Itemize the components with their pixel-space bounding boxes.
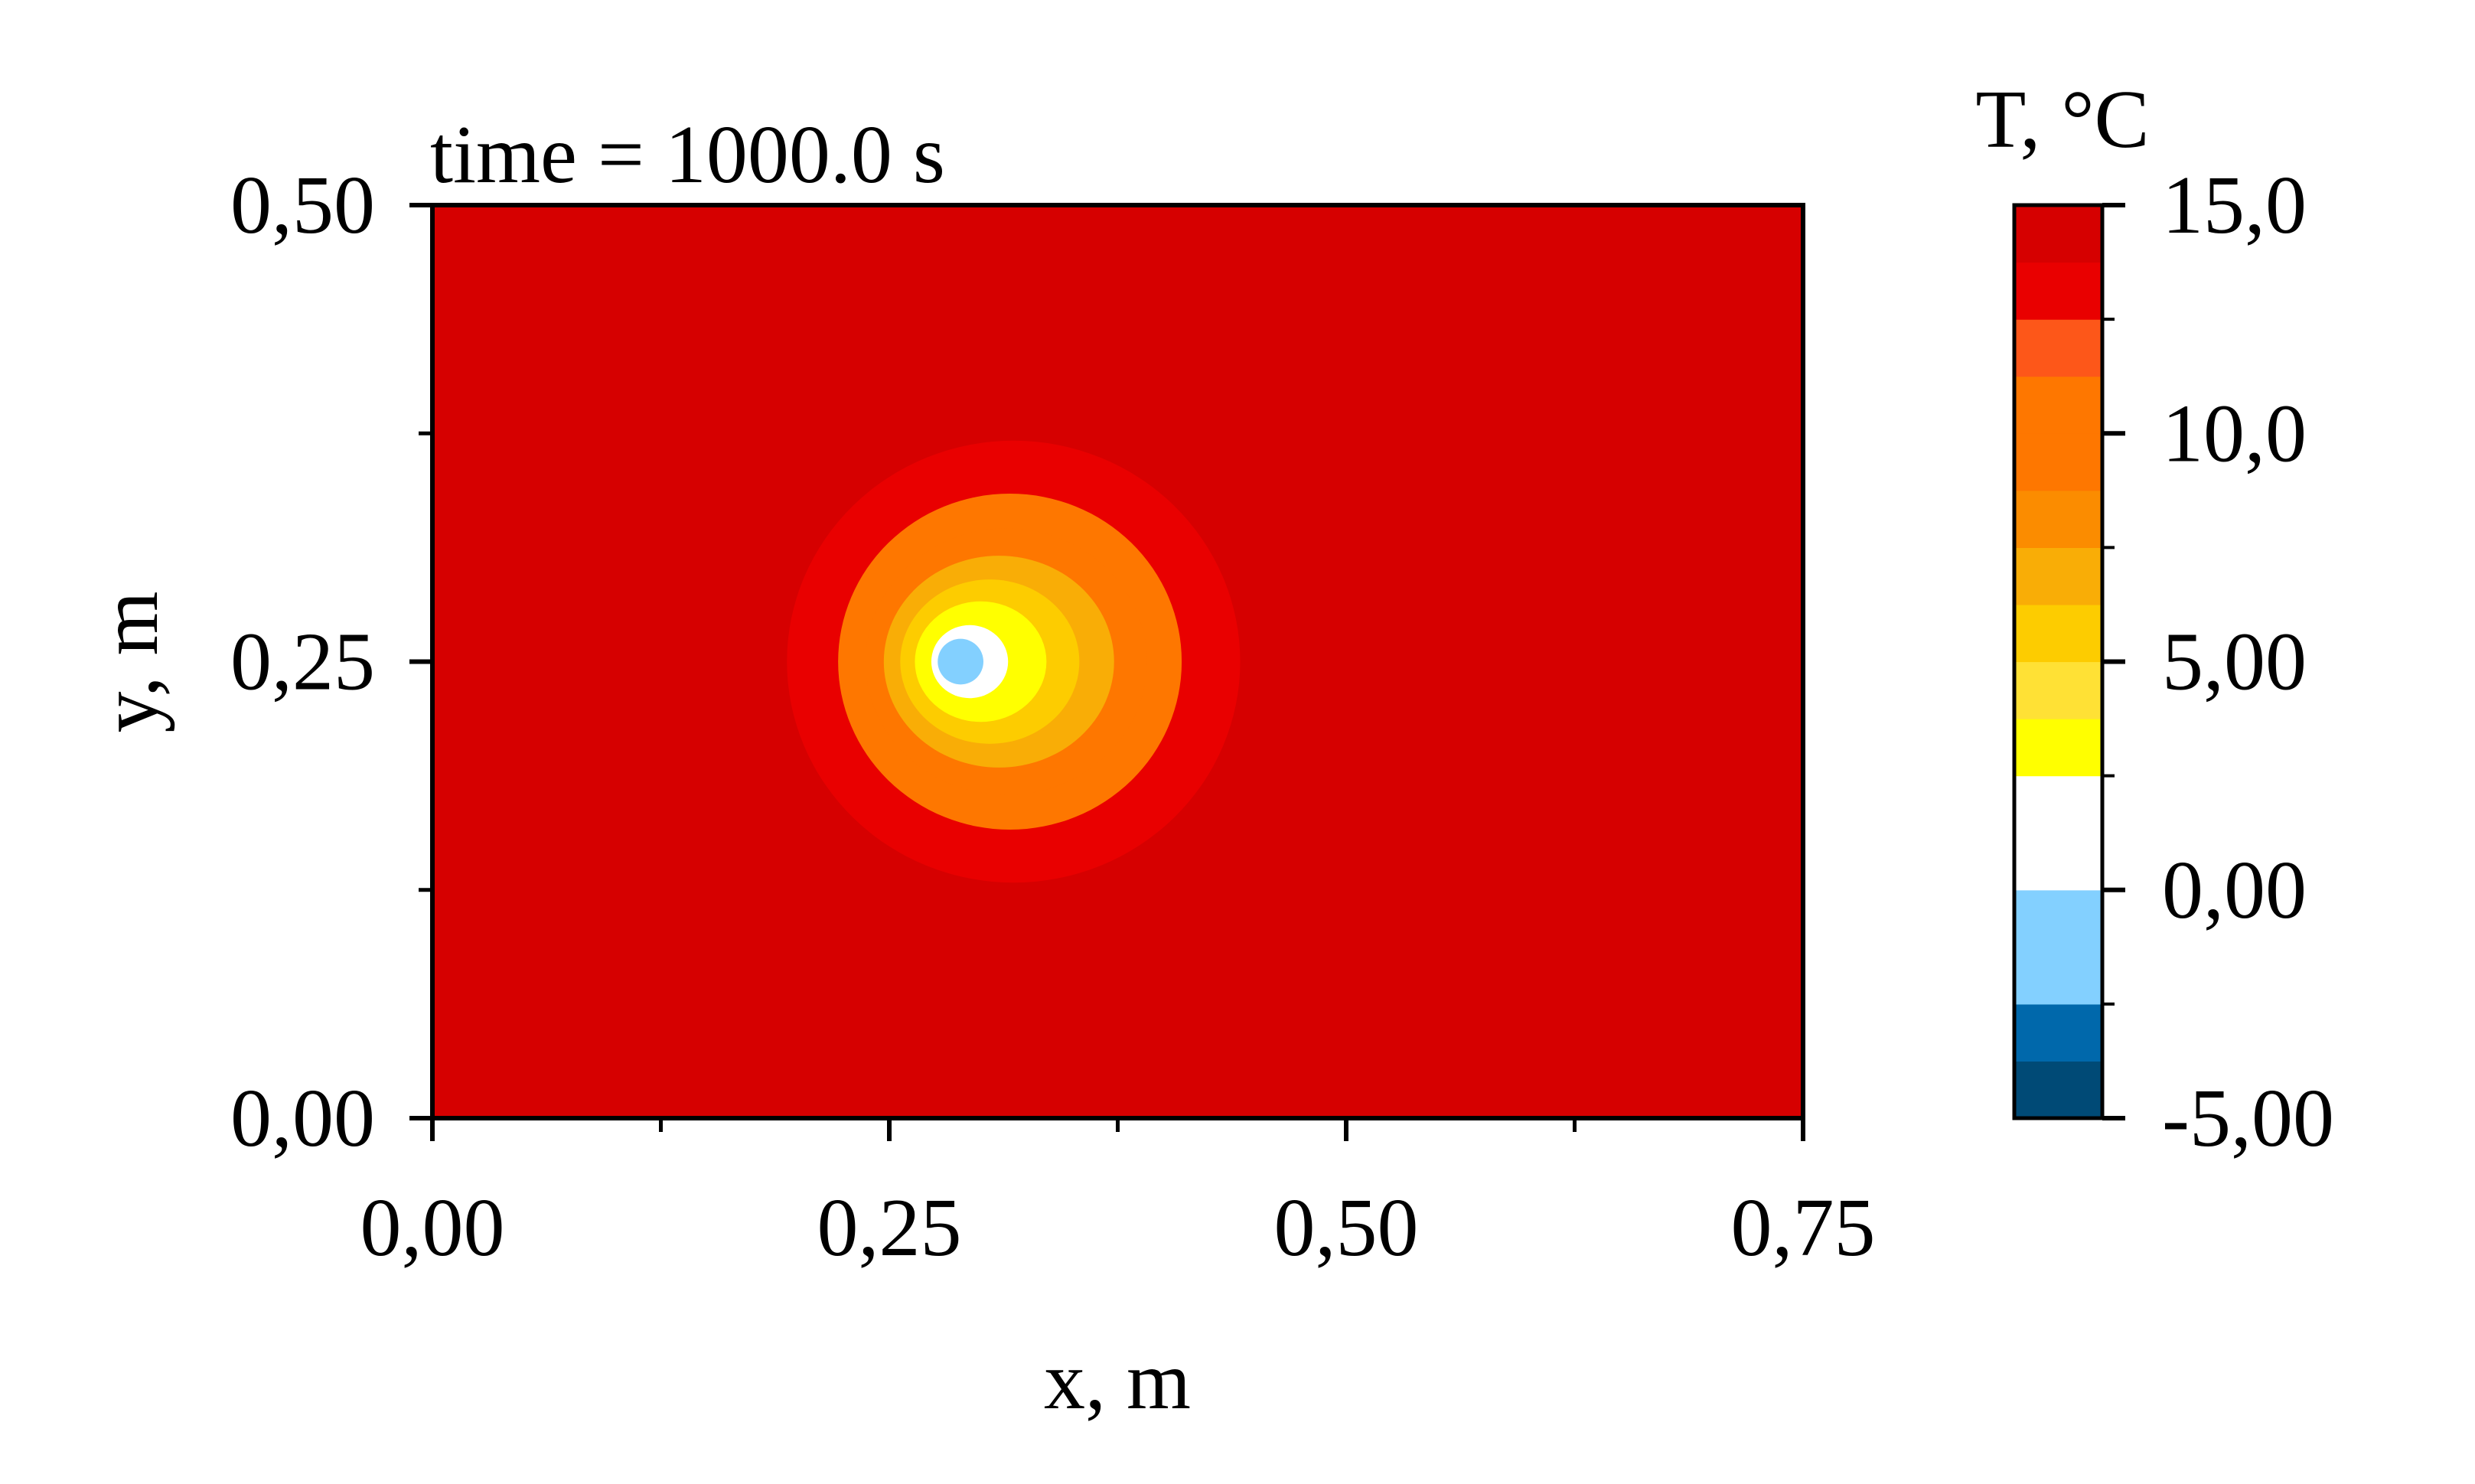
y-axis: 0,00 0,25 0,50 <box>230 160 432 1164</box>
contour-plot-area <box>430 203 1805 1120</box>
colorbar-band-2 <box>2014 947 2102 1005</box>
colorbar-band-4 <box>2014 833 2102 891</box>
colorbar-band-12 <box>2014 376 2102 434</box>
colorbar-band-5 <box>2014 775 2102 833</box>
colorbar-tick-label-4: 15,0 <box>2162 160 2307 251</box>
y-tick-label-0: 0,00 <box>230 1073 375 1164</box>
x-axis-title: x, m <box>1044 1336 1191 1427</box>
colorbar-bands <box>2014 205 2102 1119</box>
colorbar-band-15 <box>2014 205 2102 263</box>
x-tick-label-1: 0,25 <box>817 1182 962 1274</box>
colorbar-band-13 <box>2014 319 2102 377</box>
y-tick-label-1: 0,25 <box>230 617 375 708</box>
colorbar-band-0 <box>2014 1061 2102 1119</box>
colorbar-tick-label-1: 0,00 <box>2162 845 2307 936</box>
colorbar-band-6 <box>2014 719 2102 777</box>
colorbar-band-14 <box>2014 262 2102 320</box>
colorbar-ticks: -5,00 0,00 5,00 10,0 15,0 <box>2102 160 2334 1164</box>
colorbar-tick-label-2: 5,00 <box>2162 617 2307 708</box>
colorbar-band-3 <box>2014 889 2102 947</box>
y-tick-label-2: 0,50 <box>230 160 375 251</box>
colorbar-band-10 <box>2014 490 2102 548</box>
x-tick-label-2: 0,50 <box>1274 1182 1419 1274</box>
y-axis-title: y, m <box>84 592 175 733</box>
x-tick-label-3: 0,75 <box>1731 1182 1876 1274</box>
colorbar-band-1 <box>2014 1003 2102 1062</box>
contour-regions <box>787 440 1241 883</box>
x-tick-label-0: 0,00 <box>360 1182 505 1274</box>
colorbar-tick-label-0: -5,00 <box>2162 1073 2334 1164</box>
colorbar: -5,00 0,00 5,00 10,0 15,0 T, °C <box>1975 74 2334 1164</box>
contour-region-8 <box>938 638 983 685</box>
time-annotation: time = 1000.0 s <box>430 109 945 201</box>
colorbar-tick-label-3: 10,0 <box>2162 388 2307 479</box>
colorbar-band-9 <box>2014 547 2102 605</box>
colorbar-band-7 <box>2014 661 2102 719</box>
colorbar-title: T, °C <box>1975 74 2149 165</box>
x-axis: 0,00 0,25 0,50 0,75 <box>360 1118 1876 1274</box>
colorbar-band-11 <box>2014 433 2102 491</box>
colorbar-band-8 <box>2014 604 2102 663</box>
